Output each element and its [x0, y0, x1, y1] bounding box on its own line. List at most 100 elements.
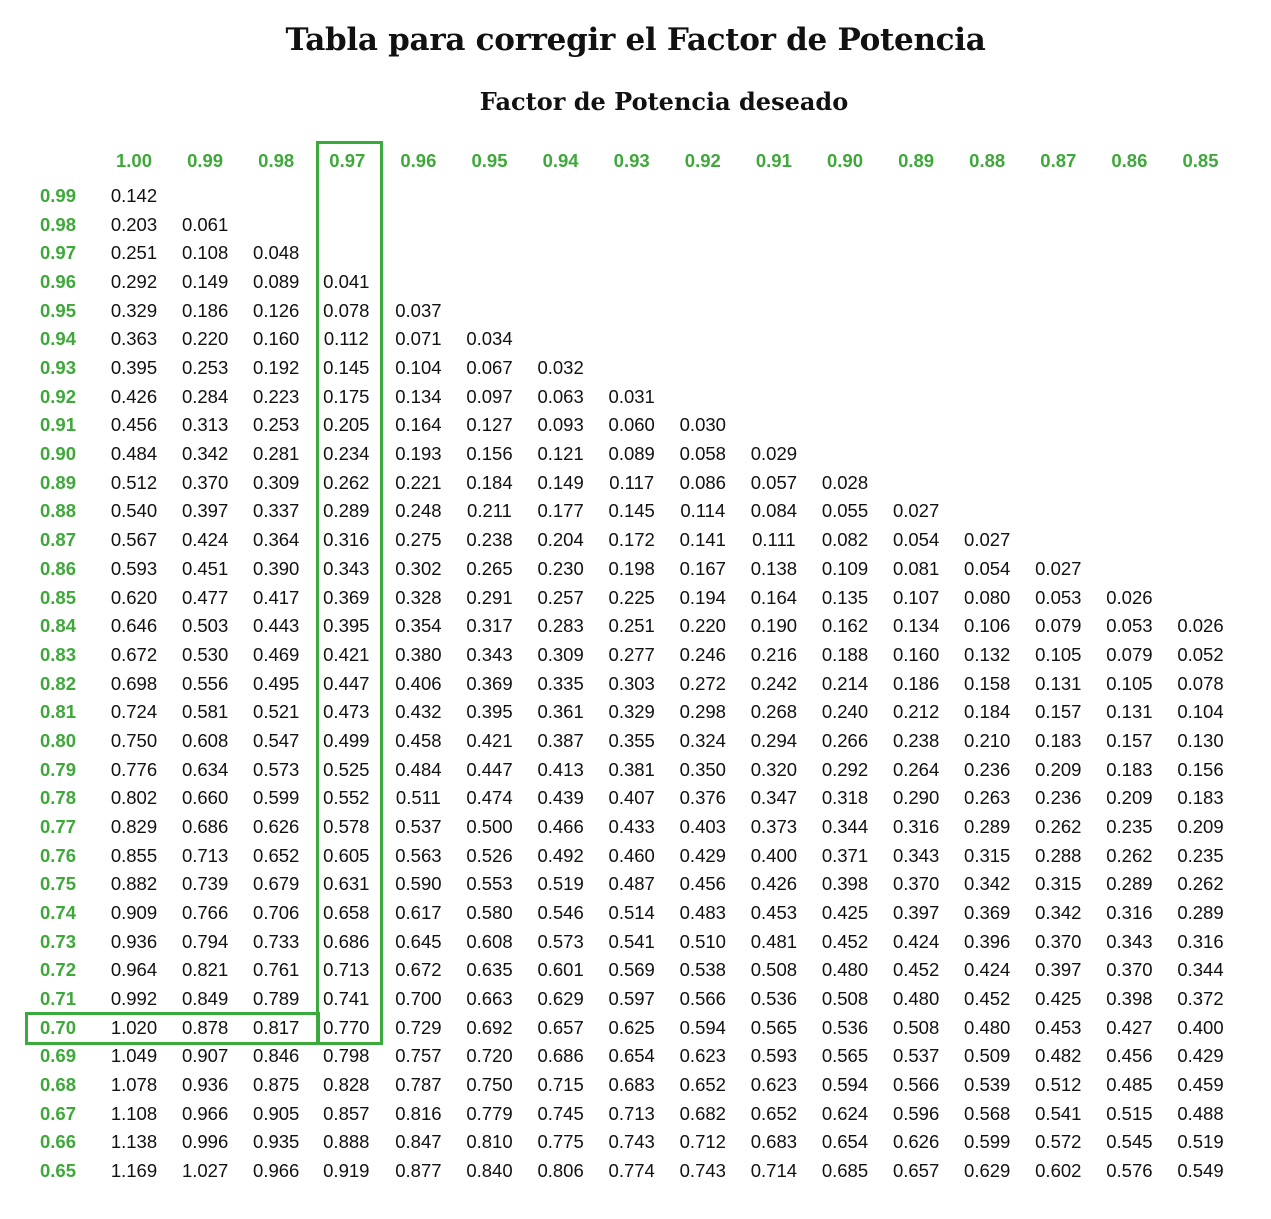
table-cell: 0.209 — [1106, 787, 1153, 809]
table-cell: 0.220 — [181, 328, 229, 350]
table-cell: 0.289 — [1106, 873, 1153, 895]
table-cell: 0.350 — [679, 758, 726, 780]
table-cell: 0.156 — [466, 443, 513, 465]
column-header: 0.85 — [1182, 150, 1219, 171]
table-cell: 0.590 — [395, 873, 442, 895]
table-cell: 0.164 — [750, 586, 798, 608]
table-cell: 0.316 — [323, 529, 370, 551]
table-cell: 0.145 — [323, 357, 370, 379]
table-cell: 0.172 — [608, 529, 655, 551]
table-cell: 0.320 — [750, 758, 798, 780]
row-header: 0.82 — [39, 672, 76, 694]
table-cell: 0.509 — [964, 1045, 1011, 1067]
table-cell: 0.060 — [608, 414, 655, 436]
row-header: 0.88 — [39, 500, 76, 522]
table-cell: 0.380 — [395, 643, 442, 665]
table-cell: 0.337 — [253, 500, 300, 522]
table-cell: 0.469 — [253, 643, 300, 665]
row-header: 0.92 — [39, 385, 76, 407]
table-cell: 0.205 — [323, 414, 370, 436]
table-cell: 0.485 — [1106, 1074, 1153, 1096]
column-header: 0.98 — [258, 150, 295, 171]
table-cell: 0.492 — [537, 844, 584, 866]
column-header: 0.86 — [1111, 150, 1148, 171]
table-cell: 0.263 — [964, 787, 1011, 809]
row-header: 0.79 — [39, 758, 76, 780]
row-header: 0.91 — [39, 414, 76, 436]
table-cell: 0.262 — [323, 471, 370, 493]
table-cell: 0.724 — [110, 701, 158, 723]
row-header: 0.84 — [39, 615, 76, 637]
row-header: 0.81 — [39, 701, 76, 723]
row-header: 0.68 — [39, 1074, 76, 1096]
table-cell: 0.203 — [110, 213, 158, 235]
column-header: 0.95 — [471, 150, 508, 171]
table-cell: 0.145 — [608, 500, 655, 522]
table-cell: 0.112 — [323, 328, 369, 350]
table-cell: 0.141 — [679, 529, 726, 551]
table-cell: 0.026 — [1177, 615, 1224, 637]
table-cell: 0.741 — [323, 988, 370, 1010]
table-cell: 0.828 — [323, 1074, 370, 1096]
table-cell: 0.547 — [253, 729, 300, 751]
table-cell: 0.888 — [323, 1131, 370, 1153]
table-cell: 0.223 — [253, 385, 300, 407]
table-cell: 0.907 — [181, 1045, 229, 1067]
table-cell: 0.713 — [181, 844, 229, 866]
table-cell: 0.757 — [395, 1045, 442, 1067]
table-cell: 0.324 — [679, 729, 726, 751]
table-cell: 0.251 — [110, 242, 158, 264]
table-cell: 0.654 — [608, 1045, 655, 1067]
table-cell: 0.343 — [1106, 930, 1153, 952]
table-cell: 0.563 — [395, 844, 442, 866]
table-cell: 0.272 — [679, 672, 726, 694]
table-cell: 0.654 — [821, 1131, 869, 1153]
table-cell: 0.082 — [821, 529, 869, 551]
table-cell: 0.593 — [110, 557, 158, 579]
table-cell: 0.565 — [821, 1045, 869, 1067]
table-cell: 0.519 — [1177, 1131, 1224, 1153]
table-cell: 0.508 — [821, 988, 869, 1010]
table-cell: 0.194 — [679, 586, 726, 608]
table-cell: 0.652 — [679, 1074, 726, 1096]
table-cell: 0.806 — [537, 1160, 584, 1182]
table-cell: 0.774 — [608, 1160, 655, 1182]
table-cell: 0.802 — [110, 787, 158, 809]
table-cell: 0.253 — [253, 414, 300, 436]
table-cell: 0.309 — [253, 471, 300, 493]
table-cell: 0.569 — [608, 959, 655, 981]
table-cell: 0.692 — [466, 1016, 513, 1038]
table-cell: 0.030 — [679, 414, 726, 436]
table-cell: 0.210 — [964, 729, 1011, 751]
table-cell: 0.397 — [892, 902, 940, 923]
table-cell: 0.625 — [608, 1016, 655, 1038]
table-cell: 0.289 — [323, 500, 370, 522]
table-cell: 0.029 — [750, 443, 798, 465]
table-cell: 0.126 — [253, 299, 300, 321]
table-cell: 0.216 — [750, 643, 798, 665]
table-cell: 0.456 — [110, 414, 158, 436]
row-header: 0.72 — [39, 959, 76, 981]
table-cell: 0.089 — [253, 271, 300, 293]
table-cell: 0.398 — [1106, 988, 1153, 1010]
table-cell: 0.424 — [892, 930, 940, 952]
table-cell: 0.184 — [964, 701, 1011, 723]
table-cell: 0.530 — [181, 643, 229, 665]
table-cell: 0.157 — [1106, 729, 1153, 751]
table-cell: 1.027 — [181, 1160, 229, 1182]
table-cell: 0.127 — [466, 414, 513, 436]
table-cell: 0.342 — [1035, 902, 1082, 923]
table-cell: 0.214 — [821, 672, 869, 694]
table-cell: 0.495 — [253, 672, 300, 694]
row-header: 0.70 — [39, 1016, 76, 1038]
table-cell: 0.750 — [466, 1074, 513, 1096]
table-cell: 0.190 — [750, 615, 798, 637]
table-cell: 0.536 — [821, 1016, 869, 1038]
table-cell: 0.186 — [181, 299, 229, 321]
table-cell: 0.221 — [395, 471, 442, 493]
row-header: 0.80 — [39, 729, 76, 751]
table-cell: 0.829 — [110, 815, 158, 837]
table-cell: 0.089 — [608, 443, 655, 465]
table-cell: 0.027 — [1035, 557, 1082, 579]
table-cell: 0.682 — [679, 1102, 726, 1124]
